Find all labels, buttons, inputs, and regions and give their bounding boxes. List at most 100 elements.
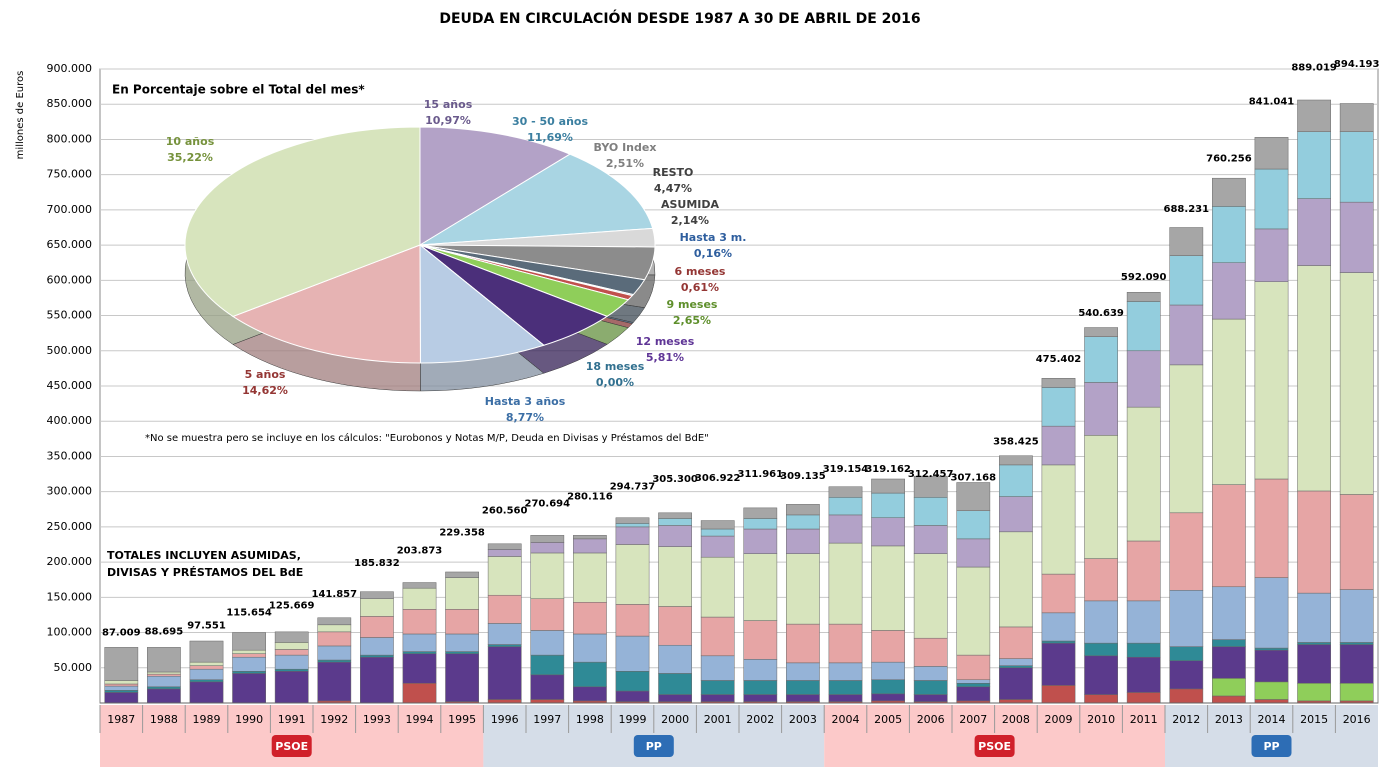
- total-label: 319.162: [865, 464, 911, 475]
- bar-segment: [402, 633, 437, 652]
- total-label: 319.154: [823, 464, 869, 475]
- bar-segment: [1212, 206, 1246, 263]
- total-label: 280.116: [567, 492, 613, 503]
- bar-segment: [487, 623, 522, 645]
- y-tick-label: 700.000: [47, 203, 93, 216]
- bar-segment: [1126, 540, 1161, 602]
- pie-label: 12 meses: [636, 335, 695, 348]
- y-tick-label: 600.000: [47, 273, 93, 286]
- bar-segment: [1169, 590, 1204, 647]
- bar-segment: [317, 624, 352, 633]
- bar-segment: [999, 496, 1033, 533]
- bar-segment: [189, 665, 224, 670]
- bar-segment: [999, 699, 1033, 704]
- party-logo: [1251, 735, 1292, 757]
- bar-segment: [1084, 382, 1118, 436]
- bar-segment: [956, 683, 991, 688]
- bar-segment: [743, 518, 778, 530]
- bar-segment: [1212, 484, 1246, 588]
- total-label: 311.961: [738, 469, 784, 480]
- bar-segment: [402, 609, 437, 635]
- pie-slice: [419, 153, 654, 246]
- x-tick-label: 2015: [1300, 713, 1328, 726]
- bar-segment: [658, 644, 692, 674]
- bar-segment: [1041, 378, 1076, 388]
- bar-segment: [956, 654, 991, 681]
- y-tick-label: 150.000: [47, 590, 93, 603]
- bar-segment: [360, 656, 394, 704]
- x-tick-label: 2014: [1258, 713, 1286, 726]
- y-tick-label: 200.000: [47, 555, 93, 568]
- bar-segment: [445, 571, 479, 578]
- bar-segment: [1169, 512, 1204, 591]
- total-label: 358.425: [993, 437, 1039, 448]
- total-label: 306.922: [695, 473, 741, 484]
- bar-segment: [1254, 649, 1289, 683]
- bar-segment: [1297, 198, 1331, 266]
- bar-segment: [1297, 642, 1331, 645]
- y-tick-label: 400.000: [47, 414, 93, 427]
- bar-segment: [487, 549, 522, 557]
- bar-segment: [828, 623, 863, 664]
- bar-segment: [1169, 660, 1204, 690]
- total-label: 889.019: [1291, 63, 1337, 74]
- bar-segment: [700, 528, 735, 537]
- bar-segment: [871, 545, 905, 631]
- x-tick-label: 2009: [1045, 713, 1073, 726]
- y-tick-label: 300.000: [47, 485, 93, 498]
- pie-label: 30 - 50 años: [512, 115, 588, 128]
- bar-segment: [1212, 695, 1246, 704]
- pie-slice: [419, 126, 572, 246]
- bar-segment: [1212, 177, 1246, 207]
- bar-segment: [573, 602, 607, 635]
- total-label: 88.695: [145, 627, 184, 638]
- bar-segment: [1126, 600, 1161, 644]
- bar-segment: [1084, 642, 1118, 657]
- y-tick-label: 250.000: [47, 520, 93, 533]
- bar-segment: [147, 673, 181, 677]
- bar-segment: [786, 553, 820, 625]
- bar-segment: [1126, 292, 1161, 302]
- pie-slice: [231, 244, 421, 364]
- bar-segment: [1297, 99, 1331, 132]
- x-tick-label: 1990: [235, 713, 263, 726]
- pie-value-label: 0,61%: [681, 281, 719, 294]
- bar-segment: [1041, 387, 1076, 427]
- bar-segment: [1339, 272, 1374, 495]
- bar-segment: [871, 661, 905, 681]
- bar-segment: [956, 679, 991, 684]
- x-tick-label: 2011: [1130, 713, 1158, 726]
- bar-segment: [1084, 694, 1118, 704]
- bar-segment: [317, 659, 352, 663]
- bar-segment: [1084, 655, 1118, 695]
- total-label: 125.669: [269, 600, 315, 611]
- bar-segment: [1126, 406, 1161, 542]
- bar-segment: [1297, 490, 1331, 594]
- bar-segment: [1339, 201, 1374, 273]
- bar-segment: [871, 492, 905, 518]
- pie-title: En Porcentaje sobre el Total del mes*: [112, 83, 365, 97]
- x-tick-label: 2016: [1343, 713, 1371, 726]
- x-tick-label: 2010: [1087, 713, 1115, 726]
- bar-segment: [1084, 558, 1118, 602]
- bar-segment: [956, 510, 991, 540]
- bar-segment: [658, 546, 692, 607]
- total-label: 115.654: [226, 608, 272, 619]
- bar-segment: [1041, 642, 1076, 686]
- bar-segment: [1297, 683, 1331, 702]
- bar-segment: [530, 654, 565, 676]
- bar-segment: [189, 640, 224, 663]
- bar-segment: [317, 631, 352, 647]
- bar-segment: [700, 556, 735, 618]
- bar-segment: [232, 653, 266, 658]
- bar-segment: [445, 651, 479, 654]
- bar-segment: [700, 535, 735, 558]
- bar-segment: [530, 699, 565, 704]
- bar-segment: [147, 675, 181, 688]
- bar-segment: [700, 655, 735, 681]
- bar-segment: [530, 542, 565, 554]
- pie-value-label: 2,65%: [673, 314, 711, 327]
- bar-segment: [1169, 304, 1204, 366]
- total-label: 97.551: [187, 620, 226, 631]
- bar-segment: [530, 630, 565, 656]
